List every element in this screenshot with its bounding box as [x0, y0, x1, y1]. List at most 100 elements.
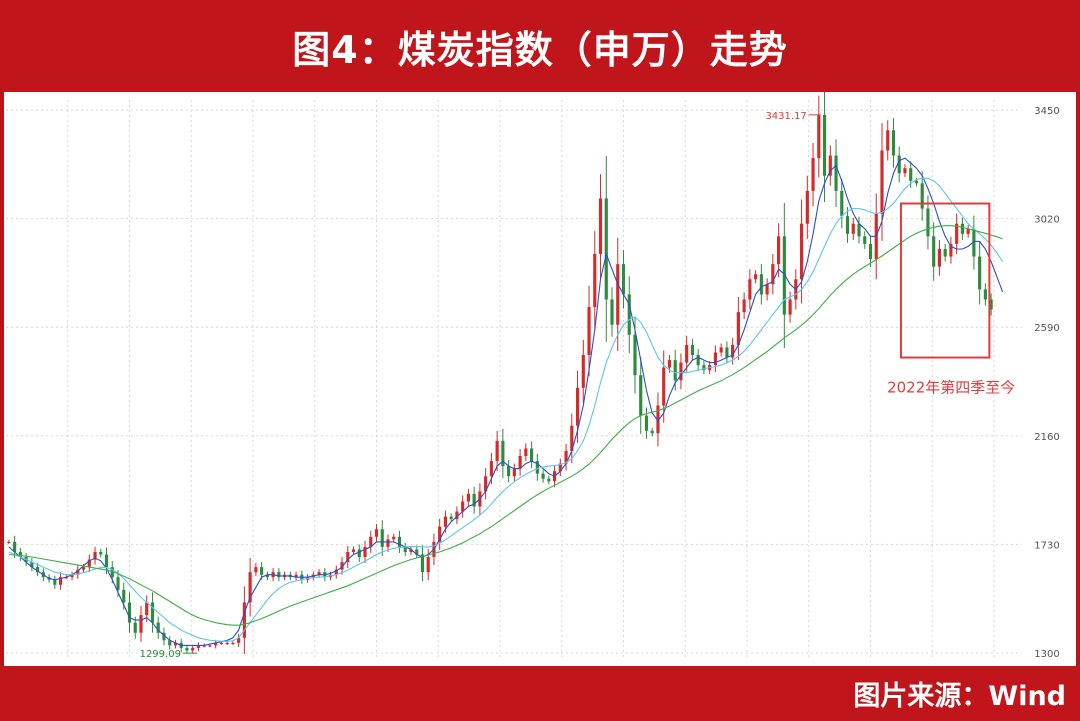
candle-body [955, 223, 959, 244]
candle-body [771, 264, 775, 285]
candle-body [857, 223, 861, 237]
candle-body [943, 248, 947, 257]
candle-body [438, 526, 442, 542]
candle-body [564, 450, 568, 464]
candle-body [535, 461, 539, 474]
candle-body [524, 448, 528, 457]
candle-body [719, 347, 723, 353]
candle-body [587, 307, 591, 356]
candle-body [334, 569, 338, 575]
candle-body [455, 511, 459, 520]
candle-body [960, 223, 964, 234]
candle-body [989, 299, 993, 310]
candle-body [449, 516, 453, 520]
candle-body [782, 236, 786, 315]
candle-body [357, 549, 361, 558]
candle-body [415, 549, 419, 555]
candle-body [667, 360, 672, 368]
candle-body [386, 539, 390, 547]
candle-body [610, 299, 614, 325]
candle-body [949, 243, 953, 257]
candle-body [759, 274, 763, 295]
candle-body [397, 536, 402, 547]
candle-body [53, 579, 57, 585]
candle-body [202, 645, 206, 647]
candle-body [443, 516, 448, 527]
candle-body [742, 299, 746, 313]
candle-body [363, 546, 367, 558]
candle-body [805, 190, 809, 224]
y-tick-label: 3020 [1034, 215, 1059, 226]
candle-body [380, 529, 384, 547]
candle-body [748, 279, 752, 300]
candle-body [685, 344, 689, 363]
candle-body [219, 642, 223, 645]
candle-body [277, 572, 281, 578]
candle-body [317, 572, 321, 575]
chart-panel: 3450 3020 2590 2160 1730 1300 3431.17 1299.09 … [4, 88, 1076, 666]
candle-body [972, 228, 976, 257]
candle-body [208, 645, 212, 647]
y-tick-label: 2590 [1034, 323, 1059, 334]
candle-body [880, 150, 884, 214]
candle-body [403, 546, 407, 552]
candle-body [196, 645, 201, 648]
candle-body [897, 155, 901, 174]
candle-body [145, 602, 149, 616]
candle-body [811, 158, 815, 191]
candle-body [604, 198, 608, 300]
candle-body [788, 299, 792, 315]
candle-body [817, 114, 821, 159]
candle-body [840, 190, 844, 217]
candle-body [639, 375, 643, 416]
candle-body [903, 168, 907, 174]
candle-body [254, 567, 258, 573]
ma-short-line [8, 157, 1004, 646]
candle-body [679, 362, 683, 381]
candle-body [512, 468, 516, 477]
candle-body [662, 367, 666, 406]
candle-body [461, 501, 465, 512]
candle-body [891, 130, 896, 156]
candle-body [834, 155, 838, 191]
y-axis: 3450 3020 2590 2160 1730 1300 [1034, 106, 1059, 660]
max-value-label: 3431.17 [765, 111, 806, 122]
candle-body [765, 284, 769, 295]
candle-body [696, 355, 700, 366]
candle-body [736, 312, 740, 345]
candle-body [127, 602, 132, 623]
candle-body [593, 254, 597, 308]
candle-body [558, 463, 562, 472]
candle-body [501, 440, 505, 467]
candle-body [139, 615, 143, 633]
candle-body [616, 264, 620, 325]
candle-body [346, 551, 350, 563]
candle-body [731, 344, 735, 358]
candle-body [36, 567, 40, 573]
candle-body [87, 559, 91, 568]
candle-body [64, 577, 68, 579]
candle-body [507, 466, 511, 477]
candle-body [932, 236, 936, 267]
candle-body [420, 554, 425, 573]
candle-body [191, 647, 195, 651]
candle-body [237, 637, 241, 643]
candle-body [369, 536, 373, 547]
candle-body [70, 574, 74, 578]
candle-body [673, 360, 677, 381]
candle-body [966, 228, 970, 234]
min-value-label: 1299.09 [140, 649, 181, 660]
candle-body [225, 642, 229, 645]
candle-body [656, 405, 660, 434]
candle-body [690, 344, 695, 356]
candle-body [627, 294, 631, 335]
candle-body [777, 236, 781, 265]
candle-body [99, 551, 103, 555]
header-banner: 图4：煤炭指数（申万）走势 [0, 0, 1080, 92]
candle-body [484, 476, 488, 492]
candle-body [81, 567, 86, 570]
candle-body [851, 223, 855, 234]
candle-body [340, 562, 344, 570]
candle-body [58, 577, 63, 585]
